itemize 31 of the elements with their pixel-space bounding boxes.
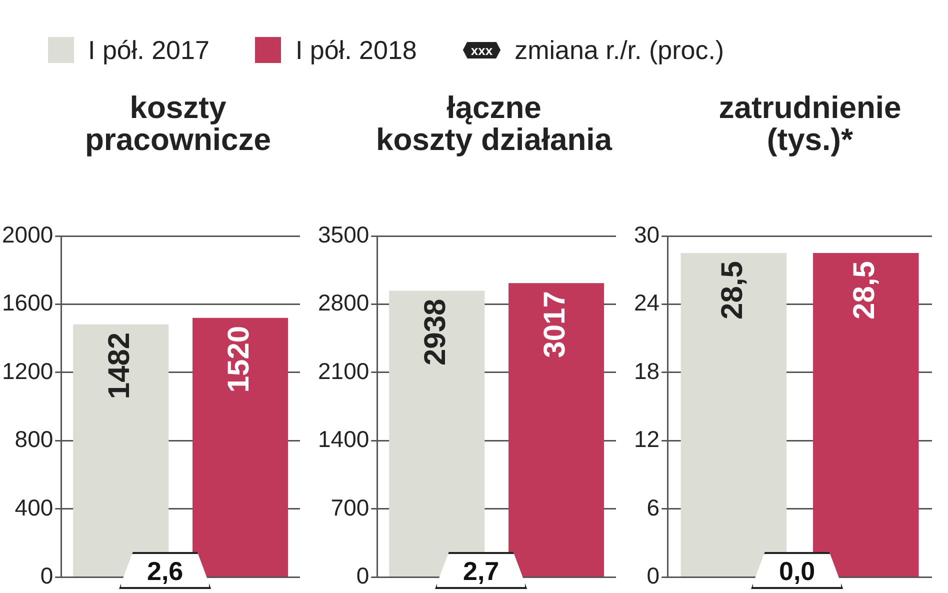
y-tick-label: 400 (14, 494, 54, 520)
y-tick-label: 1400 (318, 426, 370, 452)
y-tick-label: 6 (646, 494, 660, 520)
y-tick-label: 800 (14, 426, 54, 452)
legend-label: I pół. 2018 (295, 34, 417, 66)
y-tick-label: 3500 (318, 221, 370, 248)
data-label: 3017 (538, 291, 572, 358)
y-tick-label: 700 (330, 494, 370, 520)
chart-title: łączne koszty działania (374, 90, 614, 157)
data-label: 28,5 (716, 261, 749, 320)
y-tick-label: 24 (634, 290, 660, 316)
y-tick-label: 2800 (318, 290, 370, 316)
hexagon-key: xxx (462, 42, 501, 58)
data-label: 28,5 (848, 261, 882, 320)
chart-title: zatrudnienie (tys.)* (718, 90, 902, 157)
data-label: 1482 (103, 332, 136, 400)
y-tick-label: 12 (634, 426, 660, 452)
y-tick-label: 30 (634, 221, 660, 248)
data-label: 2938 (419, 298, 452, 366)
data-label: 1520 (222, 326, 256, 393)
y-tick-label: 2000 (2, 221, 54, 248)
legend-label: I pół. 2017 (88, 34, 210, 66)
y-tick-label: 18 (634, 358, 660, 384)
y-tick-label: 1600 (2, 290, 54, 316)
y-tick-label: 1200 (2, 358, 54, 384)
chart-title: koszty pracownicze (84, 90, 272, 157)
y-tick-label: 0 (646, 562, 660, 589)
y-tick-label: 0 (356, 562, 370, 589)
y-tick-label: 2100 (318, 358, 370, 384)
text: zmiana r./r. (proc.) (514, 34, 724, 66)
y-tick-label: 0 (40, 562, 54, 589)
